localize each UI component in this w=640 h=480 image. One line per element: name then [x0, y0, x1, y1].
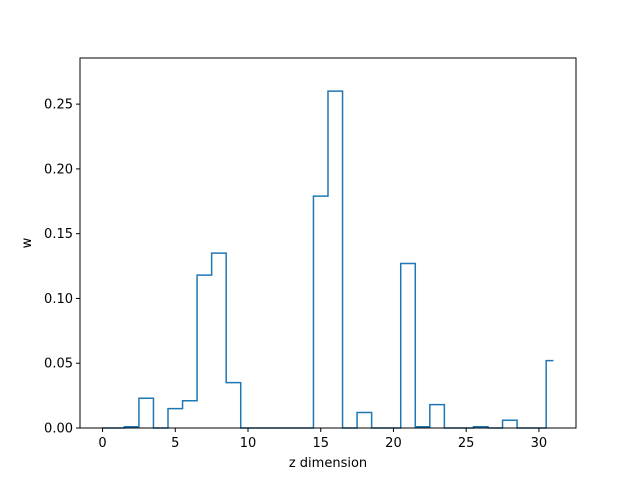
- x-tick-label: 5: [171, 436, 179, 451]
- y-axis-ticks: 0.00 0.05 0.10 0.15 0.20 0.25: [44, 98, 80, 437]
- y-tick-label: 0.15: [44, 227, 73, 242]
- x-tick-label: 0: [98, 436, 106, 451]
- x-tick-label: 10: [240, 436, 257, 451]
- plot-area: [102, 90, 554, 429]
- y-tick-label: 0.05: [44, 357, 73, 372]
- x-tick-label: 30: [531, 436, 548, 451]
- y-tick-label: 0.00: [44, 422, 73, 437]
- x-tick-label: 25: [458, 436, 475, 451]
- x-tick-label: 20: [385, 436, 402, 451]
- y-axis-label: w: [20, 237, 35, 248]
- x-tick-label: 15: [312, 436, 329, 451]
- x-axis-label: z dimension: [289, 456, 367, 471]
- axes-frame: [79, 57, 577, 429]
- y-tick-label: 0.25: [44, 98, 73, 113]
- x-axis-ticks: 0 5 10 15 20 25 30: [98, 428, 547, 451]
- step-series-line: [102, 90, 554, 429]
- y-tick-label: 0.20: [44, 162, 73, 177]
- y-tick-label: 0.10: [44, 292, 73, 307]
